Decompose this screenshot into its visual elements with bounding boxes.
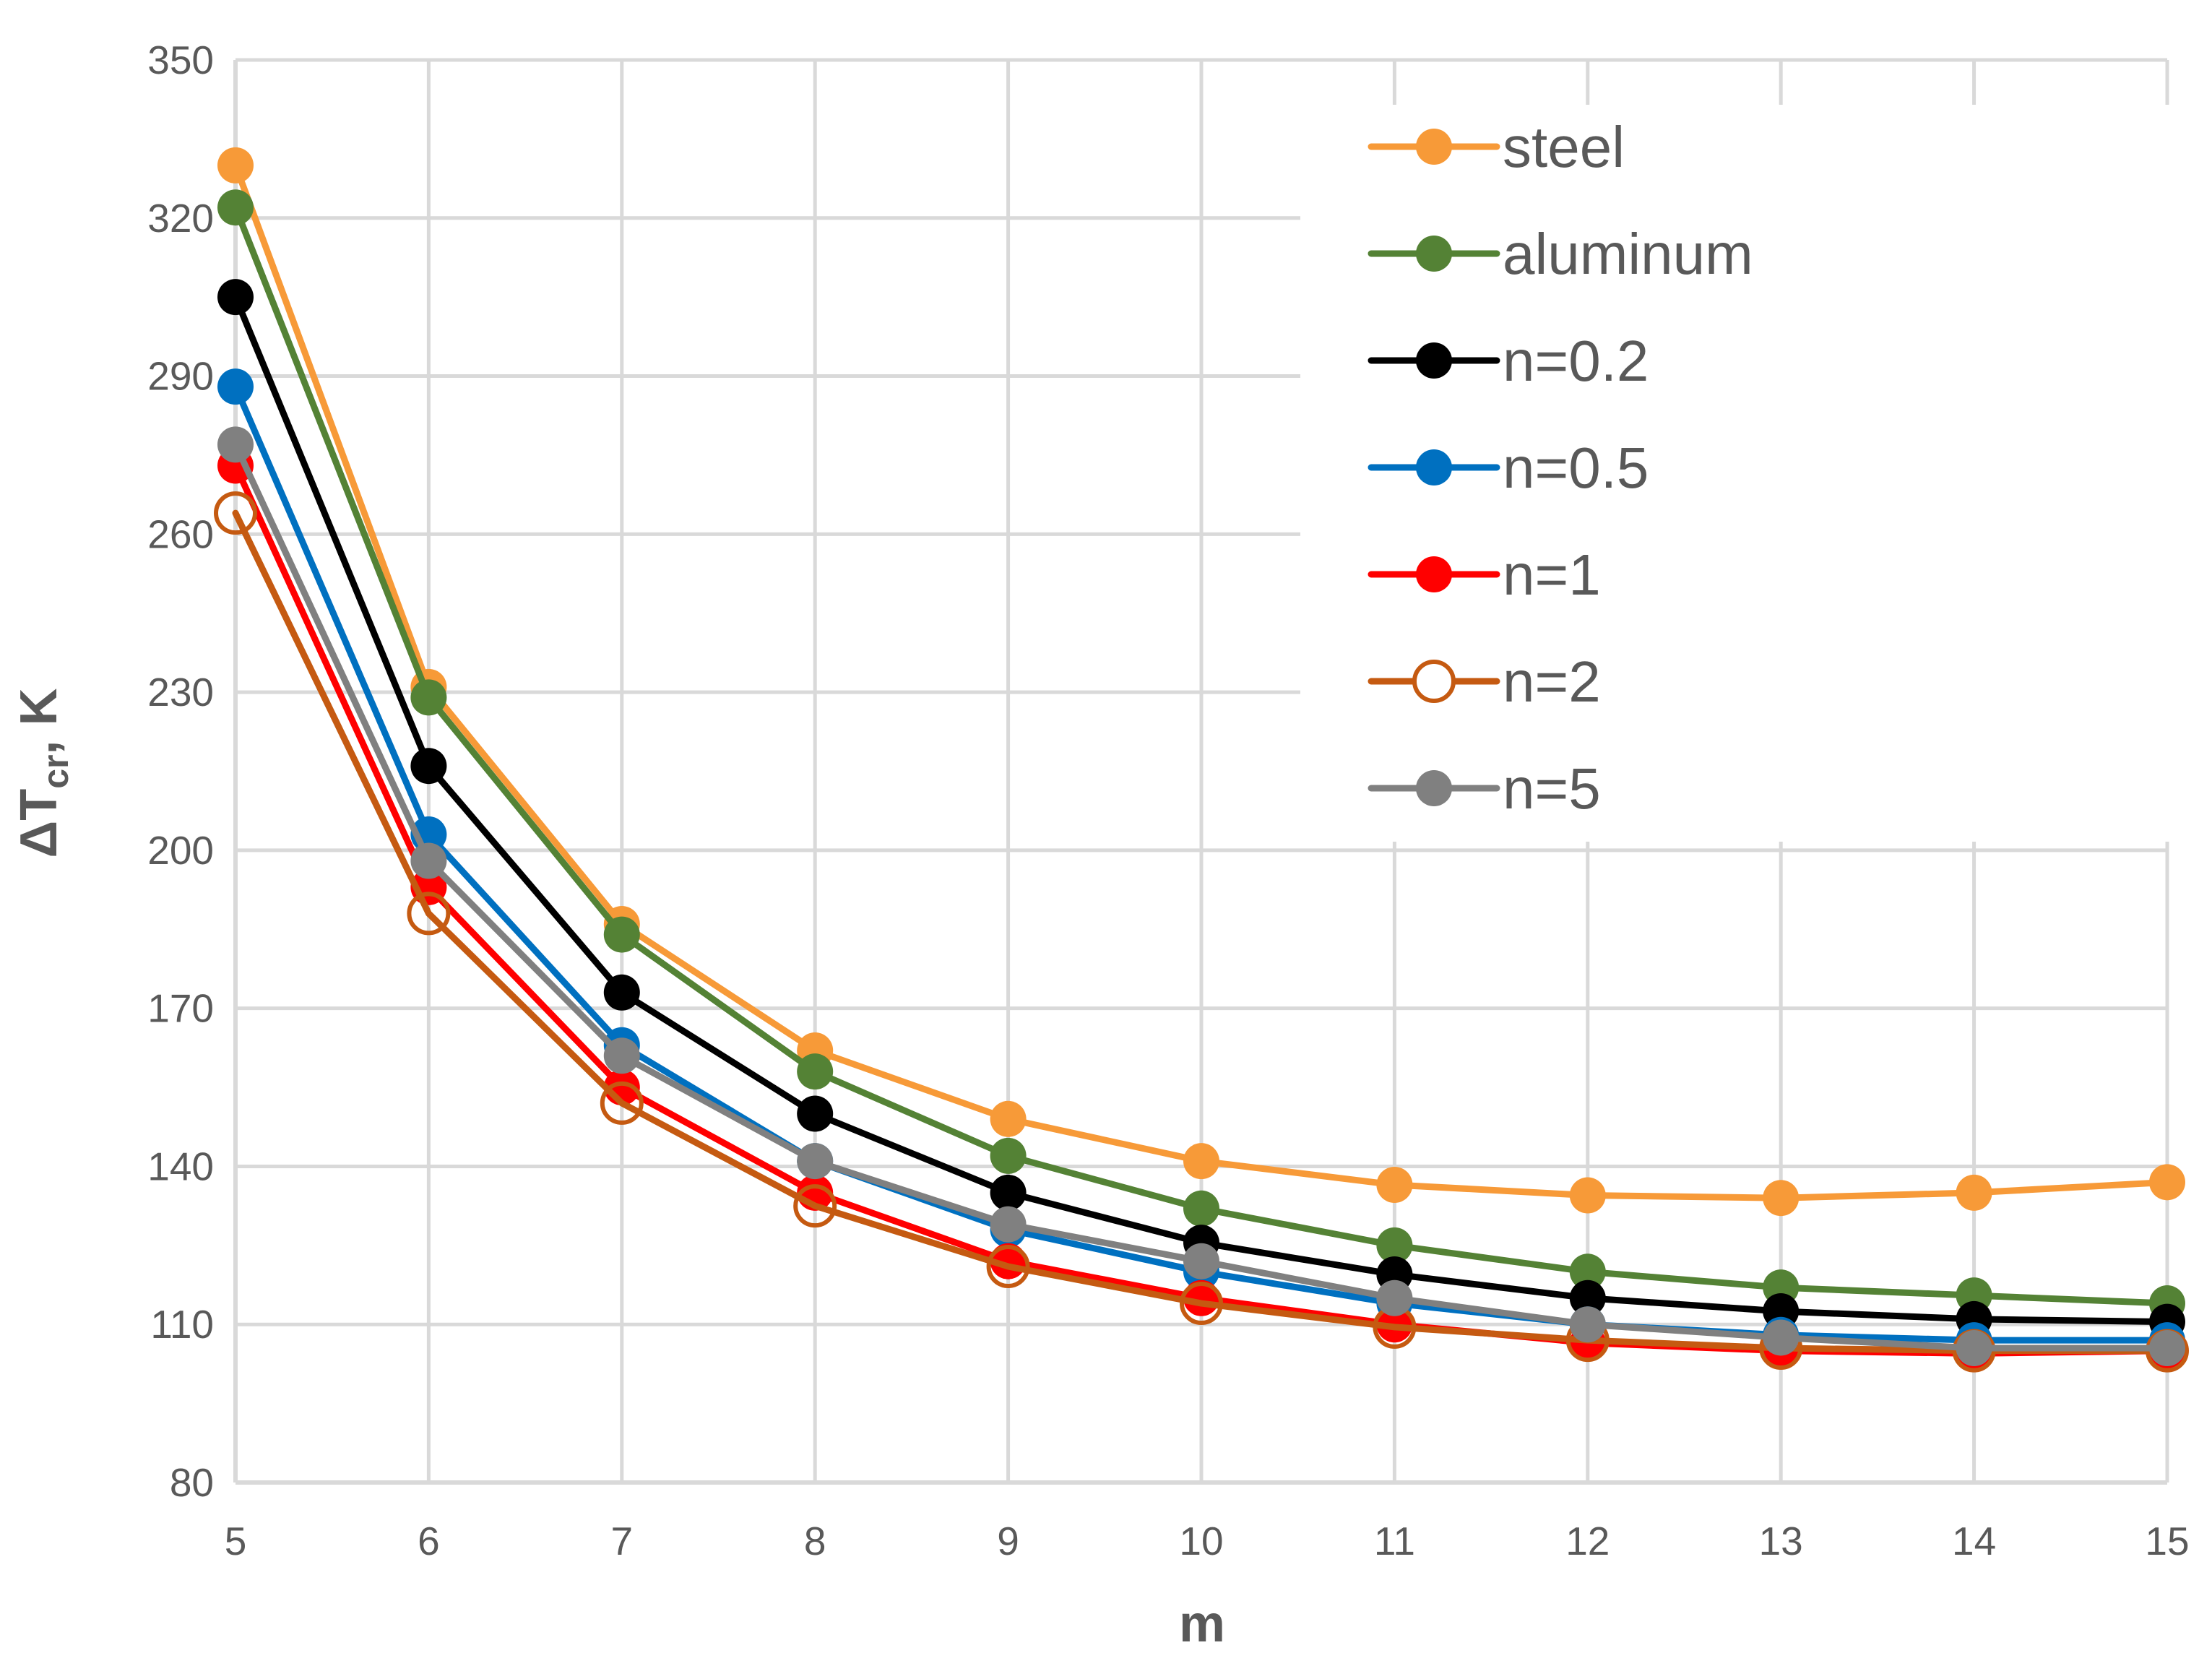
data-point bbox=[990, 1206, 1027, 1243]
x-axis-title: m bbox=[1179, 1595, 1225, 1653]
y-tick-label: 260 bbox=[147, 512, 214, 556]
legend-item: n=5 bbox=[1368, 756, 1601, 821]
series-n=5 bbox=[217, 426, 2185, 1367]
data-point bbox=[603, 916, 640, 953]
legend-item: steel bbox=[1368, 115, 1625, 179]
legend-label: n=0.2 bbox=[1503, 329, 1649, 393]
tick-labels: 80 110 140 170 200 230 260 290 320 350 5 6 7 8 9 10 11 12… bbox=[147, 38, 2189, 1563]
x-tick-label: 7 bbox=[611, 1519, 634, 1563]
data-point bbox=[1376, 1166, 1413, 1203]
legend-marker bbox=[1416, 342, 1452, 379]
y-tick-label: 110 bbox=[150, 1302, 214, 1347]
data-point bbox=[990, 1100, 1027, 1137]
data-point bbox=[217, 368, 254, 405]
x-tick-label: 9 bbox=[997, 1519, 1019, 1563]
y-tick-label: 230 bbox=[147, 670, 214, 715]
data-point bbox=[793, 1184, 837, 1228]
legend-marker bbox=[1416, 556, 1452, 592]
data-point bbox=[1180, 1282, 1223, 1326]
x-tick-label: 11 bbox=[1374, 1519, 1415, 1563]
legend-item: n=0.2 bbox=[1368, 329, 1649, 393]
y-tick-label: 170 bbox=[147, 986, 214, 1031]
legend-label: n=2 bbox=[1503, 649, 1601, 714]
x-tick-label: 6 bbox=[418, 1519, 440, 1563]
legend-marker bbox=[1416, 449, 1452, 485]
x-tick-label: 13 bbox=[1759, 1519, 1803, 1563]
y-axis-title-subscript: cr bbox=[35, 755, 76, 789]
legend-label: aluminum bbox=[1503, 222, 1753, 286]
data-point bbox=[1183, 1243, 1219, 1279]
data-point bbox=[986, 1245, 1030, 1289]
legend-item: n=2 bbox=[1368, 649, 1601, 714]
data-point bbox=[1956, 1174, 1992, 1211]
data-point bbox=[990, 1174, 1027, 1211]
data-point bbox=[410, 748, 447, 785]
legend-label: n=0.5 bbox=[1503, 436, 1649, 500]
data-point bbox=[407, 892, 451, 936]
data-point bbox=[1569, 1177, 1606, 1214]
legend-marker bbox=[1416, 129, 1452, 165]
data-point bbox=[990, 1137, 1027, 1174]
data-point bbox=[1763, 1319, 1800, 1356]
data-point bbox=[1376, 1279, 1413, 1316]
data-point bbox=[1183, 1190, 1219, 1227]
y-axis-title-suffix: , K bbox=[10, 688, 68, 754]
data-point bbox=[217, 279, 254, 316]
data-point bbox=[1956, 1330, 1992, 1367]
data-point bbox=[217, 147, 254, 184]
data-point bbox=[603, 974, 640, 1011]
legend-marker bbox=[1416, 236, 1452, 272]
data-point bbox=[1569, 1253, 1606, 1290]
legend-marker bbox=[1416, 770, 1452, 806]
data-point bbox=[797, 1053, 834, 1090]
data-point bbox=[217, 189, 254, 226]
series-layer bbox=[214, 147, 2189, 1373]
data-point bbox=[410, 679, 447, 716]
legend-label: steel bbox=[1503, 115, 1625, 179]
y-tick-label: 290 bbox=[147, 354, 214, 399]
y-tick-label: 140 bbox=[147, 1144, 214, 1188]
x-tick-label: 5 bbox=[225, 1519, 247, 1563]
y-tick-label: 320 bbox=[147, 196, 214, 241]
legend-item: n=0.5 bbox=[1368, 436, 1649, 500]
data-point bbox=[1183, 1143, 1219, 1180]
data-point bbox=[2149, 1330, 2185, 1367]
data-point bbox=[603, 1037, 640, 1074]
data-point bbox=[2149, 1164, 2185, 1201]
y-axis-title-main: ΔT bbox=[10, 789, 68, 858]
legend-label: n=1 bbox=[1503, 543, 1601, 607]
x-tick-label: 10 bbox=[1179, 1519, 1223, 1563]
data-point bbox=[797, 1143, 834, 1180]
data-point bbox=[410, 842, 447, 879]
data-point bbox=[1569, 1279, 1606, 1316]
legend: steel aluminum n=0.2 n=0.5 n=1 n=2 n=5 bbox=[1368, 115, 1753, 821]
y-axis-title: ΔTcr, K bbox=[10, 688, 76, 858]
data-point bbox=[217, 426, 254, 463]
legend-item: aluminum bbox=[1368, 222, 1753, 286]
data-point bbox=[1569, 1306, 1606, 1343]
y-tick-label: 200 bbox=[147, 828, 214, 873]
series-line bbox=[232, 509, 2171, 1355]
legend-label: n=5 bbox=[1503, 756, 1601, 821]
x-tick-label: 12 bbox=[1565, 1519, 1610, 1563]
y-tick-label: 80 bbox=[170, 1460, 214, 1505]
y-tick-label: 350 bbox=[147, 38, 214, 82]
data-point bbox=[214, 491, 257, 535]
data-point bbox=[1763, 1180, 1800, 1217]
x-tick-label: 8 bbox=[804, 1519, 826, 1563]
data-point bbox=[797, 1095, 834, 1132]
data-point bbox=[600, 1081, 644, 1125]
legend-marker bbox=[1412, 660, 1456, 703]
x-tick-label: 15 bbox=[2145, 1519, 2189, 1563]
data-point bbox=[1376, 1227, 1413, 1264]
series-steel bbox=[217, 147, 2185, 1217]
legend-item: n=1 bbox=[1368, 543, 1601, 607]
x-tick-label: 14 bbox=[1952, 1519, 1996, 1563]
